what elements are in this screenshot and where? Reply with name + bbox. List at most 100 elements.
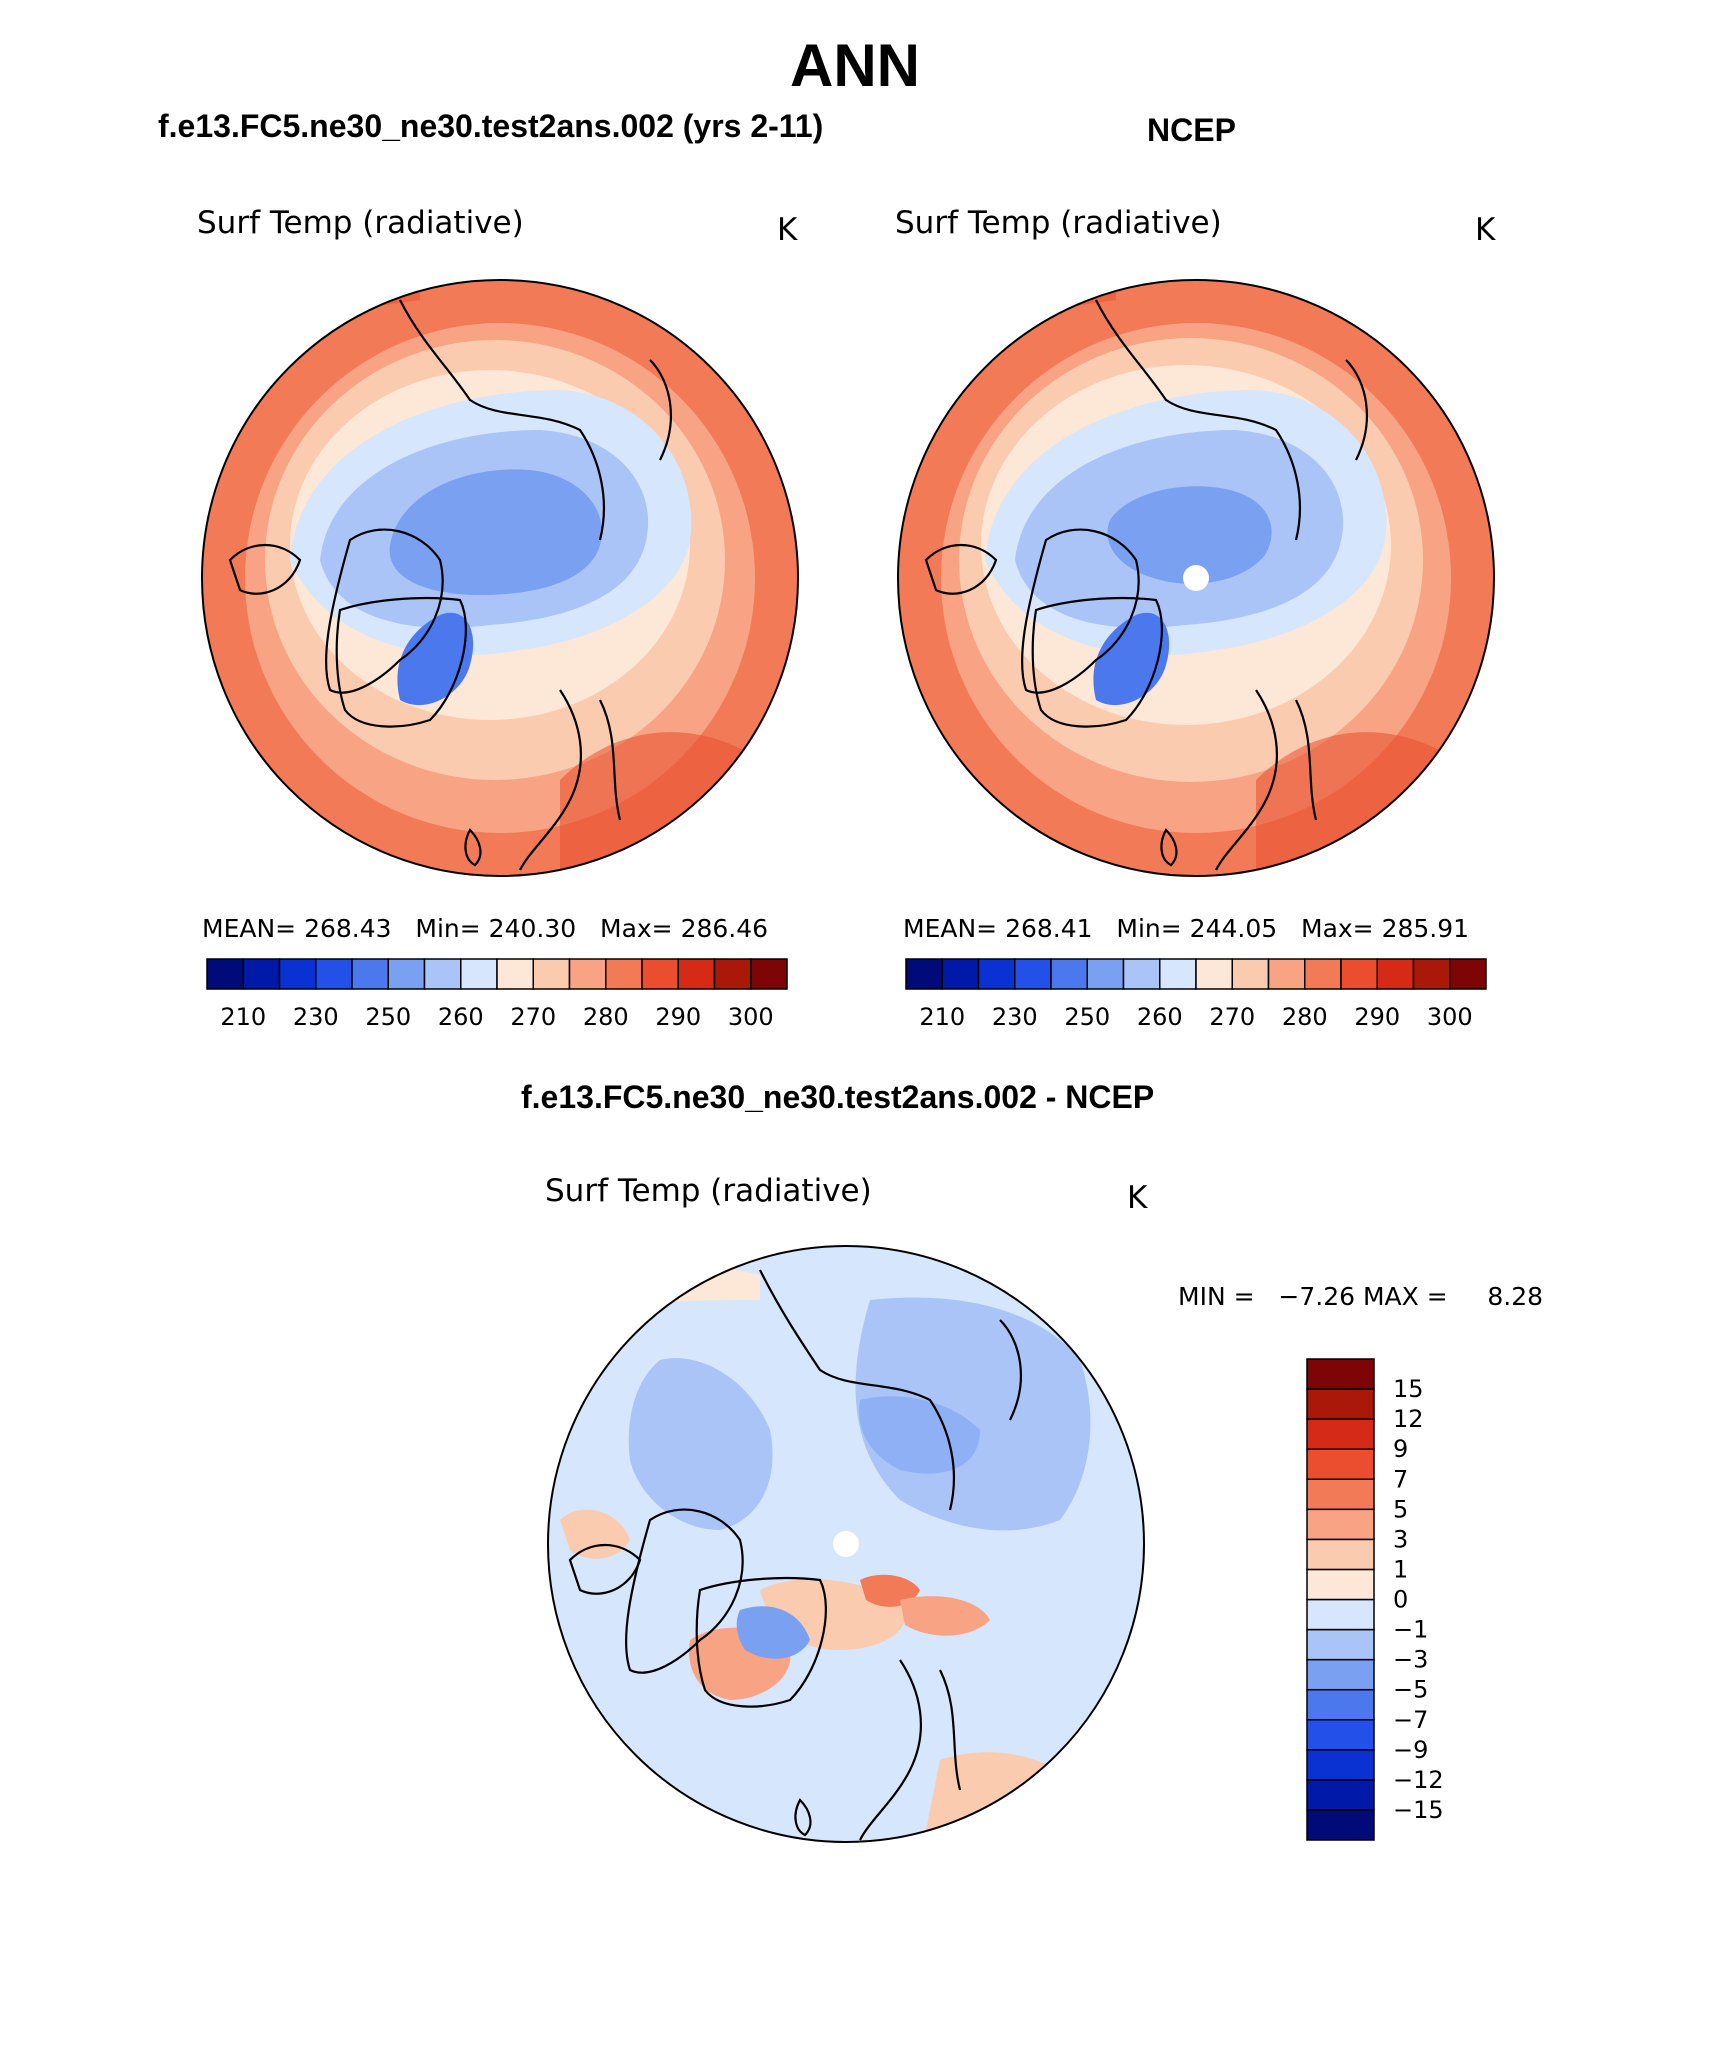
diff-colorbar-swatch xyxy=(1306,1388,1375,1420)
obs-colorbar-swatch xyxy=(1159,958,1197,990)
model-case-title: f.e13.FC5.ne30_ne30.test2ans.002 (yrs 2-… xyxy=(158,108,824,144)
obs-colorbar-swatch xyxy=(1304,958,1342,990)
diff-colorbar-tick-label: 3 xyxy=(1393,1525,1408,1553)
model-colorbar-tick-label: 300 xyxy=(728,1003,774,1031)
map-fill-band xyxy=(560,732,798,876)
obs-case-title: NCEP xyxy=(1147,112,1236,148)
obs-colorbar-swatch xyxy=(1376,958,1415,990)
diff-colorbar-tick-label: −3 xyxy=(1393,1646,1428,1674)
coastlines xyxy=(924,299,1368,871)
diff-colorbar-swatch xyxy=(1306,1809,1375,1841)
map-fill-band xyxy=(859,1396,980,1474)
diff-colorbar-tick-label: −5 xyxy=(1393,1676,1428,1704)
obs-colorbar-swatch xyxy=(905,958,943,990)
diff-colorbar-swatch xyxy=(1306,1358,1375,1390)
diff-colorbar-swatch xyxy=(1306,1779,1375,1811)
diff-colorbar-swatch xyxy=(1306,1478,1375,1511)
map-fill-band xyxy=(628,1358,773,1530)
model-map-border xyxy=(201,279,799,877)
diff-minmax: MIN = −7.26 MAX = 8.28 xyxy=(1178,1282,1543,1311)
mean-value: 268.43 xyxy=(304,914,392,943)
diff-units-label: K xyxy=(1127,1180,1148,1216)
map-fill-band xyxy=(389,469,602,595)
min-label: Min= xyxy=(1116,914,1182,943)
model-colorbar-tick-label: 250 xyxy=(365,1003,411,1031)
mean-value: 268.41 xyxy=(1005,914,1093,943)
map-fill-band xyxy=(920,1752,1100,1842)
diff-colorbar-tick-label: 1 xyxy=(1393,1555,1408,1583)
model-colorbar: 210 230 250 260 270 280 290 300 xyxy=(206,958,788,1031)
obs-colorbar-swatch xyxy=(1412,958,1451,990)
obs-colorbar-tick-label: 230 xyxy=(992,1003,1038,1031)
diff-colorbar-tick-label: −15 xyxy=(1393,1796,1444,1824)
model-colorbar-tick-label: 210 xyxy=(220,1003,266,1031)
obs-colorbar-swatch xyxy=(1195,958,1233,990)
diff-variable-label: Surf Temp (radiative) xyxy=(545,1173,872,1209)
model-colorbar-swatch xyxy=(351,958,389,990)
diff-colorbar-tick-label: 15 xyxy=(1393,1375,1424,1403)
model-colorbar-swatch xyxy=(496,958,534,990)
model-colorbar-swatch xyxy=(387,958,426,990)
diff-colorbar-swatch xyxy=(1306,1538,1375,1571)
coastlines xyxy=(568,1269,1022,1841)
diff-max-value: 8.28 xyxy=(1487,1282,1544,1311)
obs-polar-map xyxy=(898,280,1494,876)
pole-missing-data xyxy=(833,1531,859,1557)
diff-colorbar-tick-label: 0 xyxy=(1393,1586,1408,1614)
obs-variable-label: Surf Temp (radiative) xyxy=(895,205,1222,241)
max-label: Max= xyxy=(1301,914,1374,943)
model-colorbar-swatch xyxy=(750,958,788,990)
model-colorbar-swatch xyxy=(278,958,317,990)
obs-colorbar-tick-label: 260 xyxy=(1137,1003,1183,1031)
min-value: 244.05 xyxy=(1189,914,1278,943)
obs-colorbar-swatch xyxy=(977,958,1016,990)
model-colorbar-tick-label: 230 xyxy=(293,1003,339,1031)
model-variable-label: Surf Temp (radiative) xyxy=(197,205,524,241)
map-fill-band xyxy=(860,1574,920,1607)
obs-colorbar-swatch xyxy=(1050,958,1088,990)
obs-map-border xyxy=(897,279,1495,877)
model-polar-map xyxy=(202,280,798,876)
obs-colorbar-swatch xyxy=(1231,958,1270,990)
model-units-label: K xyxy=(777,212,798,248)
obs-colorbar-tick-label: 290 xyxy=(1354,1003,1400,1031)
diff-map-border xyxy=(547,1245,1145,1843)
diff-colorbar-swatch xyxy=(1306,1658,1375,1691)
model-colorbar-tick-label: 270 xyxy=(510,1003,556,1031)
obs-stats: MEAN= 268.41 Min= 244.05 Max= 285.91 xyxy=(903,914,1469,943)
diff-colorbar-swatch xyxy=(1306,1418,1375,1450)
pole-missing-data xyxy=(1183,565,1209,591)
map-fill-band xyxy=(736,1606,810,1659)
obs-colorbar-swatch xyxy=(1086,958,1125,990)
diff-colorbar-tick-label: 5 xyxy=(1393,1495,1408,1523)
model-colorbar-swatch xyxy=(677,958,716,990)
diff-colorbar-tick-label: 7 xyxy=(1393,1465,1408,1493)
model-colorbar-swatch xyxy=(568,958,607,990)
diff-min-label: MIN = xyxy=(1178,1282,1255,1311)
obs-colorbar-tick-label: 250 xyxy=(1064,1003,1110,1031)
obs-colorbar-swatch xyxy=(1267,958,1306,990)
diff-case-title: f.e13.FC5.ne30_ne30.test2ans.002 - NCEP xyxy=(521,1079,1155,1115)
model-colorbar-swatch xyxy=(641,958,679,990)
obs-units-label: K xyxy=(1475,212,1496,248)
model-colorbar-tick-label: 290 xyxy=(655,1003,701,1031)
model-stats: MEAN= 268.43 Min= 240.30 Max= 286.46 xyxy=(202,914,768,943)
map-fill-band xyxy=(900,1596,990,1636)
model-colorbar-tick-label: 260 xyxy=(438,1003,484,1031)
diff-max-label: MAX = xyxy=(1362,1282,1448,1311)
map-fill-band xyxy=(1107,486,1272,584)
mean-label: MEAN= xyxy=(202,914,297,943)
obs-colorbar: 210 230 250 260 270 280 290 300 xyxy=(905,958,1487,1031)
diff-min-value: −7.26 xyxy=(1278,1282,1356,1311)
obs-colorbar-tick-label: 280 xyxy=(1282,1003,1328,1031)
model-colorbar-swatch xyxy=(315,958,353,990)
diff-colorbar-tick-label: −12 xyxy=(1393,1766,1444,1794)
obs-colorbar-tick-label: 270 xyxy=(1209,1003,1255,1031)
diff-polar-map xyxy=(548,1246,1144,1842)
diff-colorbar-swatch xyxy=(1306,1749,1375,1781)
min-label: Min= xyxy=(415,914,481,943)
obs-colorbar-swatch xyxy=(1340,958,1378,990)
obs-colorbar-swatch xyxy=(1122,958,1161,990)
